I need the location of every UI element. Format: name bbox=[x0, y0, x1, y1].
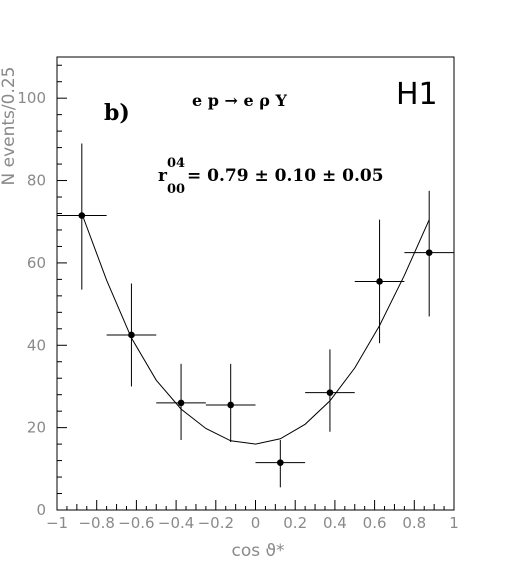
y-tick-label: 40 bbox=[27, 336, 46, 354]
y-axis-label: N events/0.25 bbox=[0, 67, 19, 186]
data-point bbox=[128, 331, 135, 339]
x-tick-label: 0.8 bbox=[402, 514, 426, 532]
x-tick-label: 0.4 bbox=[323, 514, 347, 532]
x-tick-label: −0.6 bbox=[118, 514, 154, 532]
data-point bbox=[376, 278, 383, 285]
data-point bbox=[277, 459, 284, 466]
y-tick-label: 0 bbox=[36, 501, 46, 519]
ticks-layer: −1 −0.8 −0.6 −0.4 −0.2 0 0.2 0.4 0.6 0.8 1 0 20 40 60 8… bbox=[17, 64, 459, 532]
y-tick-label: 100 bbox=[17, 89, 46, 107]
data-points-layer bbox=[57, 143, 454, 488]
process-label: e p → e ρ Y bbox=[192, 91, 287, 110]
data-point-group bbox=[404, 190, 454, 317]
data-point bbox=[425, 249, 433, 256]
x-tick-label: −0.2 bbox=[198, 514, 234, 532]
panel-label: b) bbox=[104, 100, 130, 126]
data-point-group bbox=[106, 283, 157, 387]
fit-curve-layer bbox=[81, 213, 430, 445]
x-axis-label: cos ϑ* bbox=[231, 541, 284, 561]
x-tick-label: 0 bbox=[251, 514, 261, 532]
data-point bbox=[227, 401, 234, 409]
annotation-value: = 0.79 ± 0.10 ± 0.05 bbox=[187, 166, 384, 186]
data-point bbox=[326, 389, 334, 396]
data-point-group bbox=[205, 363, 256, 443]
data-point-group bbox=[305, 349, 355, 432]
x-tick-label: −0.4 bbox=[158, 514, 194, 532]
annotation-symbol: r bbox=[158, 166, 168, 186]
x-tick-label: 0.6 bbox=[363, 514, 387, 532]
annotation-superscript: 04 bbox=[167, 156, 185, 171]
x-tick-label: −0.8 bbox=[78, 514, 114, 532]
data-point-group bbox=[354, 219, 405, 344]
fit-curve bbox=[81, 213, 430, 445]
annotation-subscript: 00 bbox=[167, 182, 185, 197]
x-tick-label: 0.2 bbox=[283, 514, 307, 532]
data-point-group bbox=[255, 439, 306, 488]
data-point bbox=[78, 212, 86, 219]
data-point-group bbox=[156, 363, 206, 440]
y-tick-label: 60 bbox=[27, 254, 46, 272]
data-point bbox=[177, 399, 185, 407]
x-tick-label: −1 bbox=[46, 514, 68, 532]
y-tick-label: 80 bbox=[27, 172, 46, 190]
experiment-label: H1 bbox=[396, 77, 438, 112]
x-tick-label: 1 bbox=[449, 514, 459, 532]
y-tick-label: 20 bbox=[27, 419, 46, 437]
data-point-group bbox=[57, 143, 107, 290]
